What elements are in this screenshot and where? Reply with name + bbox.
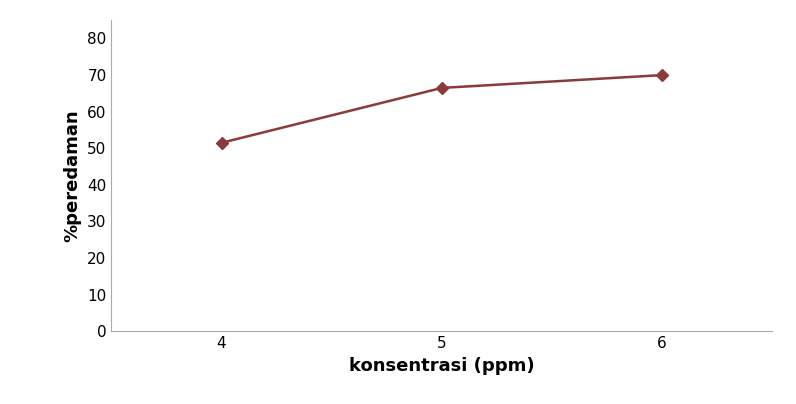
X-axis label: konsentrasi (ppm): konsentrasi (ppm)	[349, 357, 535, 375]
Y-axis label: %peredaman: %peredaman	[64, 109, 82, 242]
